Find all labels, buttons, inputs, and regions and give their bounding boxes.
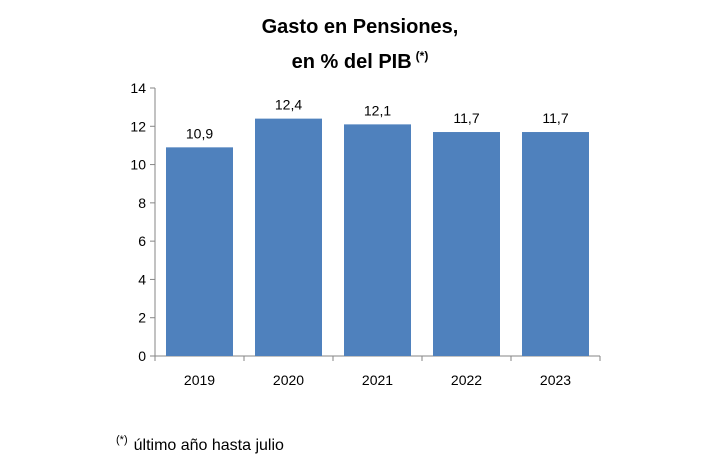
x-tick-label-2020: 2020 <box>273 372 304 388</box>
footnote: (*) último año hasta julio <box>116 430 284 456</box>
y-tick-label: 2 <box>138 310 146 326</box>
data-label-2020: 12,4 <box>275 97 302 113</box>
x-tick-label-2022: 2022 <box>451 372 482 388</box>
chart-subtitle-line: en % del PIB (*) <box>0 44 720 74</box>
bar-2023 <box>522 132 589 356</box>
footnote-marker: (*) <box>116 434 128 446</box>
y-axis: 0 2 4 6 8 10 12 14 <box>130 80 156 364</box>
chart-subtitle: en % del PIB <box>291 51 412 73</box>
x-tick-label-2021: 2021 <box>362 372 393 388</box>
bar-2020 <box>255 118 322 356</box>
bars <box>166 118 589 356</box>
bar-2019 <box>166 147 233 356</box>
y-tick-label: 8 <box>138 195 146 211</box>
x-tick-label-2019: 2019 <box>184 372 215 388</box>
y-tick-label: 10 <box>130 157 146 173</box>
data-labels: 10,9 12,4 12,1 11,7 11,7 <box>186 97 569 142</box>
y-tick-label: 14 <box>130 80 146 96</box>
x-axis: 2019 2020 2021 2022 2023 <box>154 355 601 388</box>
bar-2022 <box>433 132 500 356</box>
bar-2021 <box>344 124 411 356</box>
data-label-2022: 11,7 <box>453 110 479 126</box>
y-tick-label: 0 <box>138 348 146 364</box>
data-label-2019: 10,9 <box>186 125 213 141</box>
footnote-text: último año hasta julio <box>133 437 284 454</box>
title-footnote-marker: (*) <box>415 49 429 63</box>
x-tick-label-2023: 2023 <box>540 372 571 388</box>
y-tick-label: 12 <box>130 118 146 134</box>
y-tick-label: 6 <box>138 233 146 249</box>
y-tick-label: 4 <box>138 271 146 287</box>
data-label-2023: 11,7 <box>542 110 568 126</box>
data-label-2021: 12,1 <box>364 102 391 118</box>
chart-title: Gasto en Pensiones, <box>261 16 459 38</box>
